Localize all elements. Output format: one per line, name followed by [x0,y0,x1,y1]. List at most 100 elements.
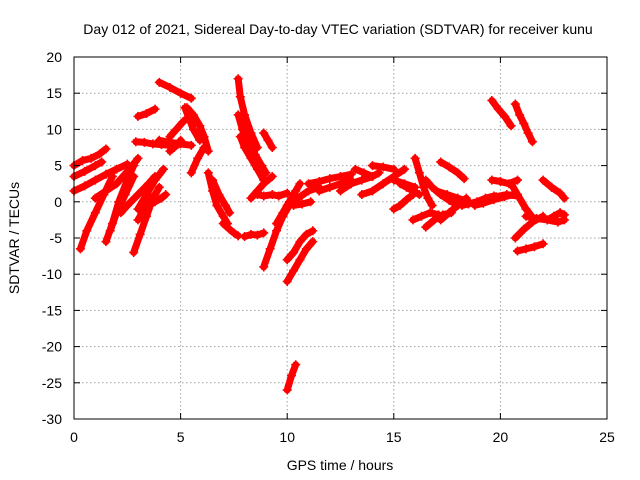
data-point [274,191,284,201]
series-trace [437,158,468,183]
data-point [491,192,501,202]
series-arc-36 [282,360,301,395]
data-point [259,262,269,272]
data-point [252,164,262,174]
data-point [116,208,126,218]
data-point [150,104,160,114]
data-point [367,161,377,171]
data-point [208,175,218,185]
data-point [90,161,100,171]
series-arc-23 [208,175,235,218]
series-trace [488,96,515,130]
data-point [521,211,531,221]
series-trace [166,136,185,155]
data-point [267,171,277,181]
series-arc-59 [487,95,516,131]
series-trace [396,180,423,199]
y-tick-label: 5 [54,158,62,174]
y-tick-label: -15 [42,302,62,318]
data-point [308,237,318,247]
data-point [195,121,205,131]
data-point [154,182,164,192]
data-point [129,161,139,171]
chart-title: Day 012 of 2021, Sidereal Day-to-day VTE… [83,21,592,37]
y-tick-label: 15 [46,85,62,101]
series-trace [106,173,138,235]
data-point [133,204,143,214]
data-point [188,110,198,120]
data-point [538,239,548,249]
data-point [425,208,435,218]
series-arc-12 [144,190,171,210]
data-point [80,166,90,176]
data-point [218,219,228,229]
data-point [506,179,516,189]
data-point [246,153,256,163]
data-point [122,200,132,210]
data-point [101,144,111,154]
data-point [301,244,311,254]
data-point [408,190,418,200]
data-point [549,211,559,221]
series-arc-31 [246,171,277,203]
data-point [133,190,143,200]
series-arc-28 [259,128,277,152]
data-point [295,237,305,247]
data-point [410,153,420,163]
data-point [314,177,324,187]
data-point [359,168,369,178]
data-point [555,188,565,198]
data-point [444,162,454,172]
data-point [233,110,243,120]
data-point [289,247,299,257]
data-point [389,175,399,185]
data-point [95,149,105,159]
data-point [148,139,158,149]
x-tick-label: 0 [70,429,78,445]
data-point [402,195,412,205]
data-point [357,190,367,200]
data-point [112,164,122,174]
data-point [493,104,503,114]
data-point [538,175,548,185]
series-arc-16 [165,135,186,156]
data-point [421,222,431,232]
series-arc-34 [282,237,318,286]
data-point [240,143,250,152]
series-arc-50 [408,208,444,225]
series-arc-53 [431,186,473,207]
y-tick-label: -20 [42,339,62,355]
data-point [521,244,531,254]
y-tick-label: -25 [42,375,62,391]
data-point [325,182,335,192]
data-point [182,103,192,113]
data-point [308,226,318,236]
series-trace [247,173,276,202]
data-point [291,186,301,196]
data-point [282,276,292,286]
data-point [459,174,469,184]
y-tick-label: 20 [46,49,62,65]
data-point [144,200,154,210]
data-point [78,156,88,166]
data-point [129,171,139,181]
data-point [547,182,557,192]
x-tick-label: 20 [493,429,509,445]
series-arc-14 [133,104,160,121]
data-point [97,157,107,167]
series-trace [315,176,355,195]
x-tick-label: 25 [599,429,615,445]
data-point [186,168,196,178]
data-point [336,186,345,196]
series-arc-39 [304,169,356,189]
data-point [141,108,151,118]
data-point [235,132,245,142]
data-point [436,157,446,167]
data-point [463,199,473,209]
data-point [150,197,160,207]
data-point [297,199,307,209]
data-point [357,175,367,185]
series-trace [539,176,568,202]
data-point [487,95,497,105]
